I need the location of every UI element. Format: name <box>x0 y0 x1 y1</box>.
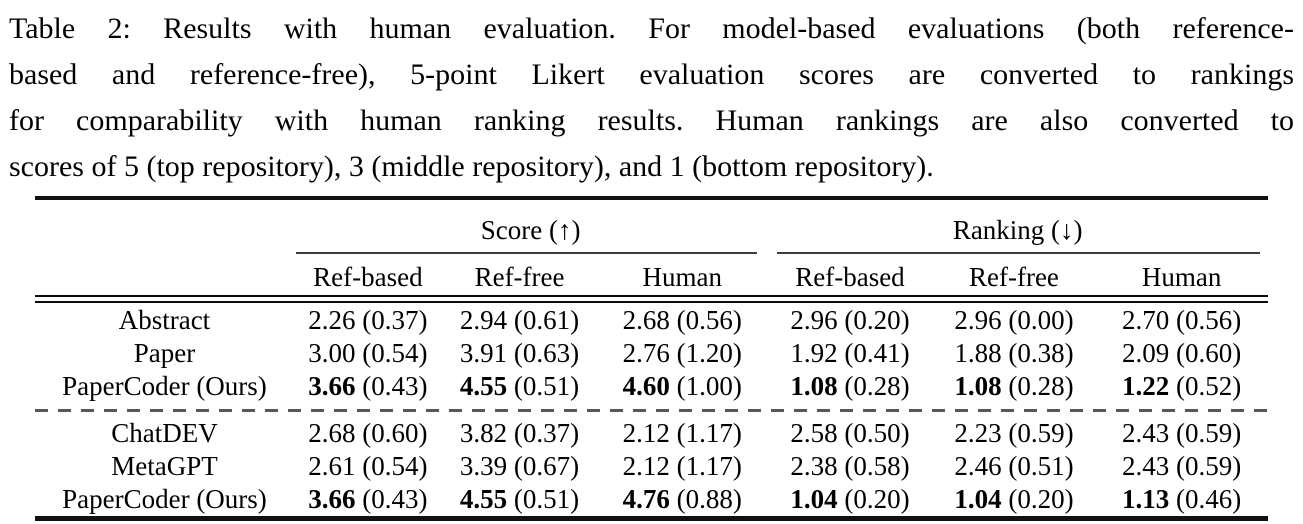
empty-stub-cell <box>35 200 294 252</box>
cell-score-ref-free: 3.39 (0.67) <box>459 451 580 481</box>
header-double-rule <box>35 295 1268 303</box>
cell-score-ref-free: 3.91 (0.63) <box>459 338 580 368</box>
table-caption: Table 2: Results with human evaluation. … <box>0 0 1303 190</box>
cell-score-human: 2.12 (1.17) <box>622 418 742 448</box>
caption-line: Table 2: Results with human evaluation. … <box>9 12 1294 45</box>
evaluation-table: Score (↑) Ranking (↓) Ref-based Ref-free… <box>35 200 1268 516</box>
cell-score-ref-based: 2.68 (0.60) <box>308 418 428 448</box>
ranking-cmidrule <box>777 252 1260 254</box>
header-double-rule-row <box>35 294 1268 304</box>
cell-score-ref-based: 3.66 (0.43) <box>308 371 428 401</box>
table-row-papercoder: PaperCoder (Ours) 3.66 (0.43) 4.55 (0.51… <box>35 370 1268 403</box>
cell-score-ref-free: 3.82 (0.37) <box>459 418 580 448</box>
column-header-ranking-ref-free: Ref-free <box>968 261 1059 292</box>
group-header-score: Score (↑) <box>480 215 581 245</box>
caption-line: based and reference-free), 5-point Liker… <box>9 58 1294 91</box>
bottom-rule <box>35 516 1268 521</box>
dashed-separator <box>35 408 1268 412</box>
column-header-score-ref-free: Ref-free <box>474 261 565 292</box>
group-header-ranking: Ranking (↓) <box>952 215 1083 245</box>
cell-ranking-ref-based: 1.08 (0.28) <box>790 371 910 401</box>
cell-score-human: 2.68 (0.56) <box>622 305 742 335</box>
row-label: PaperCoder (Ours) <box>62 484 267 514</box>
cell-ranking-ref-free: 1.08 (0.28) <box>954 371 1074 401</box>
cell-ranking-ref-free: 2.96 (0.00) <box>954 305 1074 335</box>
empty-stub-cell <box>35 260 294 294</box>
column-header-score-ref-based: Ref-based <box>313 261 423 292</box>
table-row-chatdev: ChatDEV 2.68 (0.60) 3.82 (0.37) 2.12 (1.… <box>35 417 1268 450</box>
empty-stub-cell <box>35 252 294 260</box>
group-header-row: Score (↑) Ranking (↓) <box>35 200 1268 252</box>
cmidrule-row <box>35 252 1268 260</box>
cell-score-ref-free: 4.55 (0.51) <box>459 371 580 401</box>
row-label: Abstract <box>118 305 211 335</box>
cell-ranking-human: 2.09 (0.60) <box>1122 338 1242 368</box>
column-header-ranking-human: Human <box>1141 261 1222 292</box>
cell-score-human: 4.76 (0.88) <box>622 484 742 514</box>
cell-score-human: 2.76 (1.20) <box>622 338 742 368</box>
score-cmidrule <box>295 252 758 254</box>
cell-score-ref-free: 2.94 (0.61) <box>459 305 580 335</box>
column-header-row: Ref-based Ref-free Human Ref-based Ref-f… <box>35 260 1268 294</box>
cell-ranking-ref-free: 1.04 (0.20) <box>954 484 1074 514</box>
cell-score-human: 2.12 (1.17) <box>622 451 742 481</box>
top-rule <box>35 196 1268 200</box>
row-label: Paper <box>133 338 196 368</box>
table-row-metagpt: MetaGPT 2.61 (0.54) 3.39 (0.67) 2.12 (1.… <box>35 450 1268 483</box>
cell-ranking-ref-free: 2.23 (0.59) <box>954 418 1074 448</box>
cell-score-ref-based: 3.66 (0.43) <box>308 484 428 514</box>
table-row-papercoder: PaperCoder (Ours) 3.66 (0.43) 4.55 (0.51… <box>35 483 1268 516</box>
results-table: Score (↑) Ranking (↓) Ref-based Ref-free… <box>35 196 1268 521</box>
cell-ranking-ref-based: 1.92 (0.41) <box>790 338 910 368</box>
row-label: MetaGPT <box>111 451 218 481</box>
caption-line: for comparability with human ranking res… <box>9 104 1294 137</box>
cell-ranking-human: 2.70 (0.56) <box>1122 305 1242 335</box>
table-row-abstract: Abstract 2.26 (0.37) 2.94 (0.61) 2.68 (0… <box>35 304 1268 337</box>
cell-score-ref-based: 2.61 (0.54) <box>308 451 428 481</box>
cell-ranking-ref-based: 2.58 (0.50) <box>790 418 910 448</box>
cell-ranking-ref-free: 1.88 (0.38) <box>954 338 1074 368</box>
cell-ranking-human: 2.43 (0.59) <box>1122 418 1242 448</box>
cell-ranking-human: 2.43 (0.59) <box>1122 451 1242 481</box>
column-header-ranking-ref-based: Ref-based <box>795 261 905 292</box>
row-label: ChatDEV <box>111 418 218 448</box>
cell-score-human: 4.60 (1.00) <box>622 371 742 401</box>
dashed-separator-row <box>35 403 1268 417</box>
cell-score-ref-based: 3.00 (0.54) <box>308 338 428 368</box>
cell-ranking-ref-based: 1.04 (0.20) <box>790 484 910 514</box>
cell-score-ref-based: 2.26 (0.37) <box>308 305 428 335</box>
column-header-score-human: Human <box>642 261 723 292</box>
cell-ranking-ref-based: 2.96 (0.20) <box>790 305 910 335</box>
cell-ranking-human: 1.22 (0.52) <box>1122 371 1242 401</box>
cell-ranking-ref-free: 2.46 (0.51) <box>954 451 1074 481</box>
row-label: PaperCoder (Ours) <box>62 371 267 401</box>
cell-score-ref-free: 4.55 (0.51) <box>459 484 580 514</box>
caption-line: scores of 5 (top repository), 3 (middle … <box>9 150 934 183</box>
cell-ranking-ref-based: 2.38 (0.58) <box>790 451 910 481</box>
cell-ranking-human: 1.13 (0.46) <box>1122 484 1242 514</box>
table-row-paper: Paper 3.00 (0.54) 3.91 (0.63) 2.76 (1.20… <box>35 337 1268 370</box>
